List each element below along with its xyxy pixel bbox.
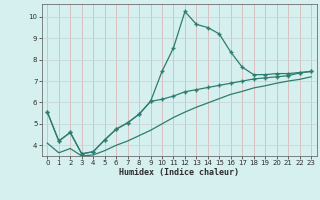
X-axis label: Humidex (Indice chaleur): Humidex (Indice chaleur) (119, 168, 239, 177)
